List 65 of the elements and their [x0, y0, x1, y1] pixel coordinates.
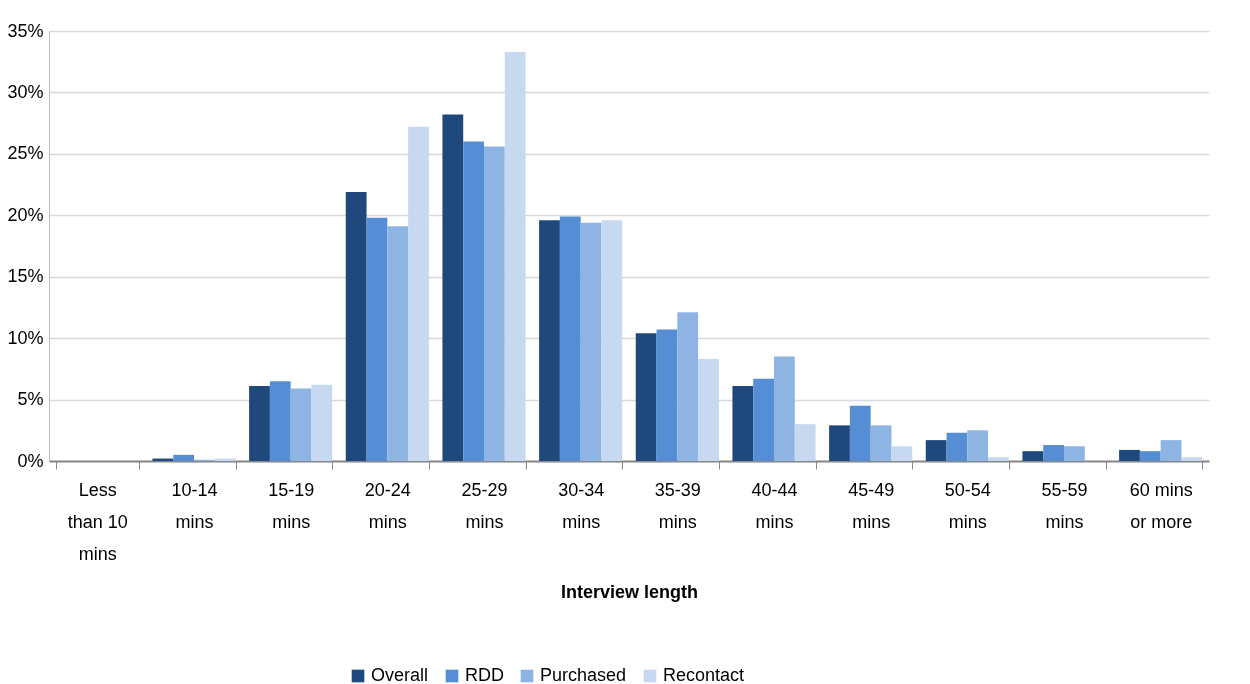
y-tick-label: 25%: [7, 143, 44, 164]
bar: [580, 222, 602, 461]
bar: [1022, 451, 1044, 461]
y-tick-label: 10%: [7, 327, 44, 348]
bar: [635, 333, 657, 461]
bar: [732, 386, 754, 461]
bar: [753, 378, 774, 461]
x-tick-label: 20-24 mins: [364, 479, 411, 532]
legend-label: Recontact: [663, 665, 745, 684]
x-tick-label: 60 mins or more: [1129, 479, 1193, 532]
bar: [1181, 457, 1203, 461]
x-tick-label: 30-34 mins: [558, 479, 605, 532]
x-tick-label: Less than 10 mins: [67, 479, 128, 564]
bar: [891, 446, 913, 461]
x-tick-label: 25-29 mins: [461, 479, 508, 532]
x-tick-label: 35-39 mins: [654, 479, 701, 532]
bar: [290, 388, 312, 461]
y-tick-label: 20%: [7, 204, 44, 225]
x-tick-label: 15-19 mins: [268, 479, 315, 532]
bar: [249, 386, 270, 461]
bar: [829, 425, 850, 461]
bar: [366, 217, 388, 461]
bar: [698, 359, 719, 461]
x-tick-label: 40-44 mins: [751, 479, 798, 532]
bar: [408, 126, 429, 461]
legend-label: Overall: [371, 665, 429, 684]
bar: [559, 216, 581, 461]
bar: [1139, 451, 1161, 461]
x-tick-label: 55-59 mins: [1041, 479, 1088, 532]
y-tick-label: 5%: [17, 389, 44, 410]
bar: [463, 141, 484, 461]
bar: [442, 114, 464, 461]
y-tick-label: 15%: [7, 266, 44, 287]
bar: [504, 51, 526, 461]
bar: [1064, 446, 1085, 461]
bar: [925, 440, 947, 461]
bar: [1160, 440, 1182, 461]
bar: [387, 226, 409, 461]
y-tick-label: 0%: [17, 450, 44, 471]
bar: [173, 454, 194, 461]
bar: [311, 384, 333, 461]
x-tick-label: 50-54 mins: [944, 479, 991, 532]
bar: [677, 312, 699, 461]
bar: [1119, 449, 1140, 461]
bar: [774, 356, 795, 461]
bar: [539, 220, 560, 461]
legend-label: RDD: [465, 665, 504, 684]
bar: [849, 405, 871, 461]
bar: [967, 430, 989, 461]
y-tick-label: 35%: [7, 20, 44, 41]
y-tick-label: 30%: [7, 81, 44, 102]
bar: [601, 220, 623, 461]
bar: [946, 432, 968, 461]
bar: [484, 146, 505, 461]
bar: [345, 191, 367, 461]
bar: [794, 424, 816, 461]
legend-label: Purchased: [540, 665, 627, 684]
x-tick-label: 45-49 mins: [848, 479, 895, 532]
bar: [988, 457, 1009, 461]
bar: [1043, 445, 1064, 461]
bar: [870, 425, 892, 461]
bar: [656, 329, 678, 461]
bar: [269, 381, 291, 461]
x-axis-title: Interview length: [560, 581, 699, 602]
x-tick-label: 10-14 mins: [171, 479, 218, 532]
